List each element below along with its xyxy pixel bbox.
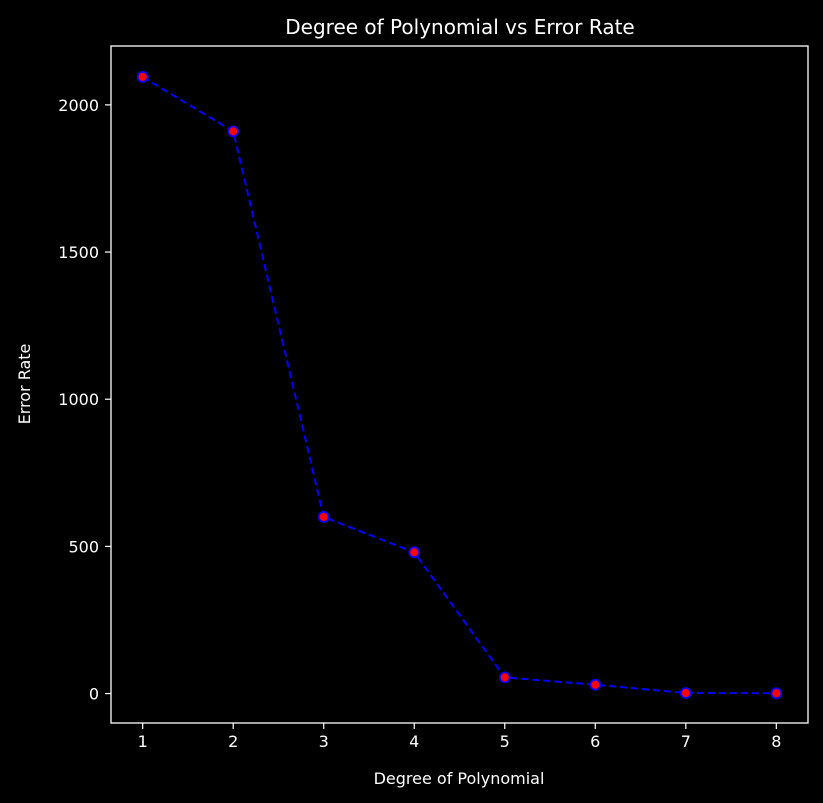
x-tick-label: 3 [319,732,329,751]
y-tick-label: 500 [68,537,99,556]
x-tick-label: 1 [138,732,148,751]
x-tick-label: 5 [500,732,510,751]
plot-frame [110,45,809,724]
y-axis-ticks: 0 500 1000 1500 2000 [58,96,111,704]
data-point [408,546,421,559]
series-line-group [142,76,777,695]
x-tick-label: 4 [409,732,419,751]
x-tick-label: 6 [590,732,600,751]
chart-title: Degree of Polynomial vs Error Rate [285,15,634,39]
x-tick-label: 2 [228,732,238,751]
data-point [589,678,602,691]
x-tick-label: 7 [681,732,691,751]
data-point [227,125,240,138]
x-tick-label: 8 [771,732,781,751]
y-axis-label: Error Rate [15,344,34,425]
series-point-group [136,71,783,700]
data-point [770,687,783,700]
data-point [679,687,692,699]
y-tick-label: 0 [89,685,99,704]
data-point [136,71,149,83]
y-tick-label: 2000 [58,96,99,115]
x-axis-label: Degree of Polynomial [374,769,545,788]
x-axis-ticks: 1 2 3 4 5 6 7 8 [138,723,781,751]
series-line [142,76,777,695]
data-point [317,511,330,523]
y-tick-label: 1000 [58,390,99,409]
y-tick-label: 1500 [58,243,99,262]
data-point [498,671,511,684]
